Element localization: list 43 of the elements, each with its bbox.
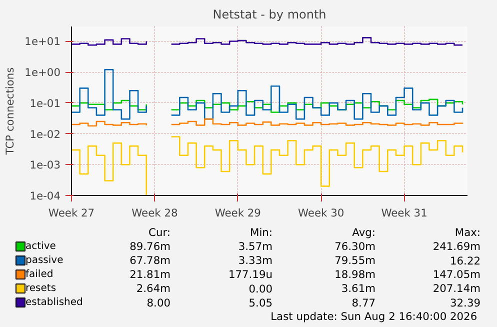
text: Min: [250,226,272,239]
text: Cur: [148,226,171,239]
text: 177.19u [228,268,273,281]
y-tick-label: 1e+00 [24,66,61,80]
legend-label: resets [26,283,56,294]
text: 67.78m [130,254,171,267]
y-tick-label: 1e-04 [30,190,61,202]
text: 0.00 [248,282,273,296]
legend-label: failed [26,269,54,280]
text: 16.22 [450,254,481,268]
y-axis-title: TCP connections [4,66,17,156]
x-tick-label: Week 28 [132,206,178,220]
text: Avg: [352,226,376,239]
y-tick-label: 1e-01 [30,96,61,110]
chart-title: Netstat - by month [212,8,326,22]
text: 8.77 [352,296,376,310]
legend-label: active [26,241,56,252]
text: 3.33m [238,254,272,267]
text: Max: [454,226,481,239]
text: 21.81m [130,268,171,281]
text: 147.05m [432,268,481,281]
text: 3.57m [238,240,272,253]
text: 207.14m [432,282,481,295]
y-tick-label: 1e-03 [30,158,61,172]
text: 2.64m [136,282,170,295]
text: Last update: Sun Aug 2 16:40:00 2026 [270,310,478,323]
text: 89.76m [130,240,171,253]
text: 18.98m [334,268,376,281]
x-tick-label: Week 30 [298,206,344,220]
text: 32.39 [450,296,481,310]
y-tick-label: 1e-02 [30,128,61,141]
text: 241.69m [432,240,481,253]
text: 5.05 [248,296,273,310]
text: 76.30m [334,240,376,253]
x-tick-label: Week 29 [214,206,262,220]
legend-label: passive [26,255,64,266]
text: 79.55m [334,254,376,267]
x-tick-label: Week 31 [381,206,428,220]
text: 3.61m [341,282,376,295]
y-tick-label: 1e+01 [24,35,61,48]
x-tick-label: Week 27 [48,206,95,220]
text: 8.00 [146,296,171,310]
legend-label: established [26,297,83,308]
